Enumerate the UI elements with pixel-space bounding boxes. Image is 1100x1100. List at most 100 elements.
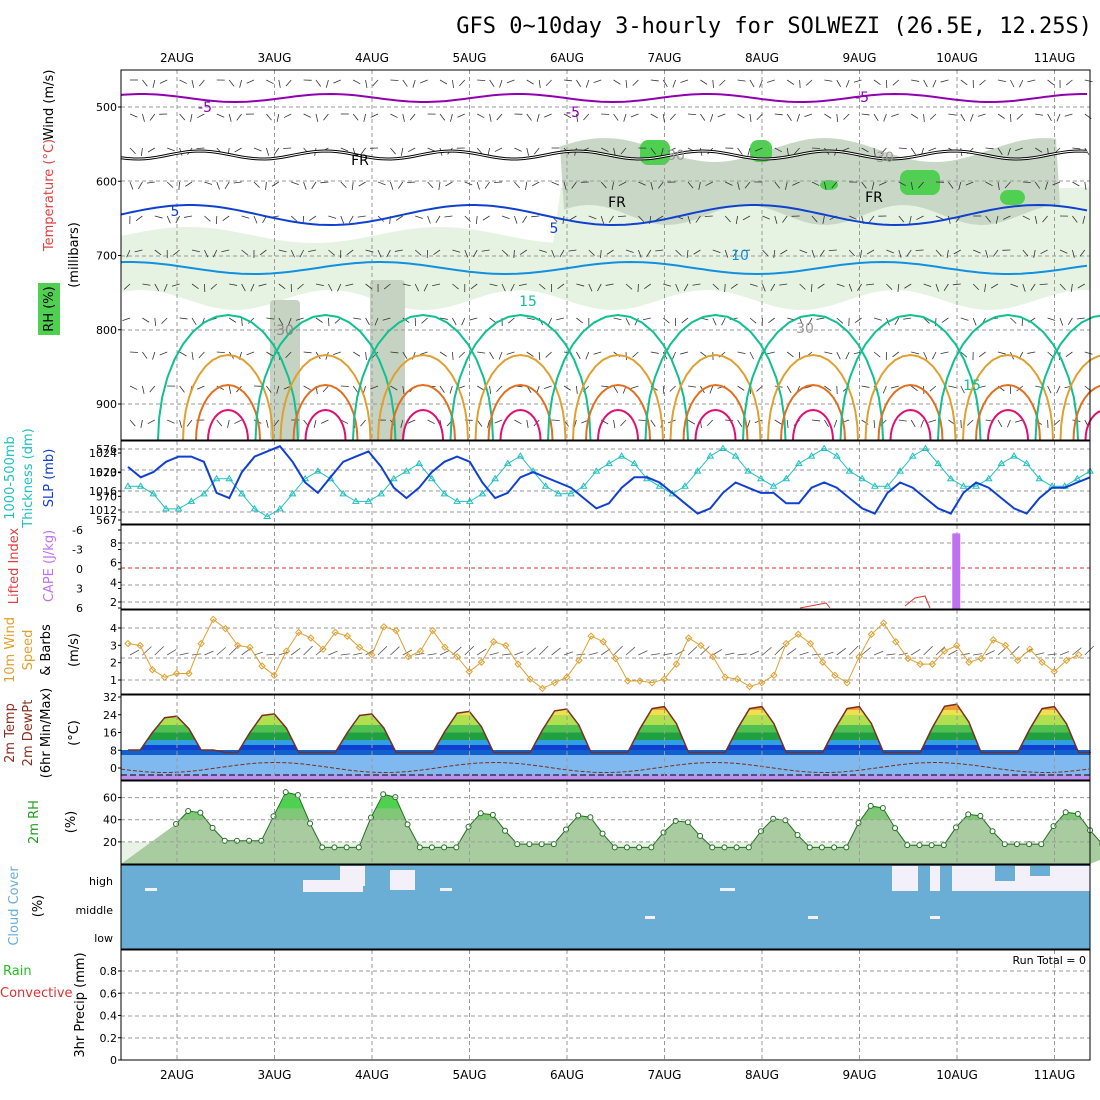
wind-barb	[134, 249, 143, 253]
wind-barb-10m	[538, 645, 549, 656]
wind-barb-10m	[762, 647, 772, 656]
wind-barb	[526, 351, 534, 357]
wind-barb	[687, 181, 694, 189]
wind-barb	[154, 317, 157, 326]
cloud-level-label: high	[89, 875, 113, 888]
wind-barb	[717, 113, 726, 118]
wind-barb	[178, 181, 180, 191]
wind-barb	[730, 283, 738, 289]
wind-barb-10m	[1059, 651, 1070, 656]
wind-barb	[1072, 215, 1078, 223]
wind-barb	[625, 79, 628, 88]
wind-barb-10m	[836, 647, 847, 656]
wind-barb	[762, 215, 770, 220]
wind-barb	[496, 113, 503, 121]
wind-barb	[308, 249, 317, 252]
wind-barb	[212, 249, 218, 258]
axis-tick-label: 1016	[89, 485, 117, 498]
wind-barb	[898, 147, 907, 150]
label-rh2m-unit: (%)	[64, 811, 79, 834]
wind-barb	[1067, 317, 1073, 326]
wind-barb	[886, 249, 894, 254]
wind-barb	[948, 385, 957, 388]
wind-barb	[489, 317, 497, 324]
thickness-point	[263, 512, 272, 519]
rh-point	[1062, 809, 1069, 816]
wind-barb	[655, 249, 664, 252]
thickness-point	[794, 459, 803, 467]
wind-speed-point	[1013, 656, 1022, 665]
thickness-point	[984, 474, 993, 482]
wind-barb	[972, 283, 980, 291]
wind-barb-10m	[1047, 653, 1057, 656]
cloud-gap	[930, 916, 940, 919]
wind-barb	[1056, 385, 1061, 394]
contour-label: 5	[171, 204, 180, 220]
wind-barb	[315, 79, 322, 87]
contour-diurnal-loop	[449, 313, 592, 441]
wind-speed-point	[343, 632, 352, 640]
contour-label: 30	[276, 323, 294, 339]
wind-speed-point	[270, 671, 278, 680]
wind-barb	[898, 181, 907, 187]
wind-barb	[1084, 181, 1087, 190]
rh-shading-high	[640, 140, 670, 165]
wind-barb	[997, 351, 1006, 355]
wind-barb	[638, 419, 647, 422]
wind-barb	[464, 215, 471, 222]
contour-label: 10	[731, 248, 749, 264]
rh-area	[121, 792, 1100, 864]
wind-barb	[464, 181, 473, 186]
slp-frame	[120, 440, 1091, 525]
rh-point	[916, 842, 923, 849]
wind-barb	[894, 317, 900, 326]
rh-point	[416, 844, 423, 851]
wind-barb	[630, 385, 639, 389]
rh-point	[246, 837, 253, 844]
wind-barb	[216, 419, 223, 427]
wind-barb	[501, 215, 510, 220]
wind-barb	[510, 283, 515, 292]
contour-freezing-inner	[120, 150, 1088, 160]
thickness-point	[313, 467, 322, 474]
wind-barb	[1019, 79, 1024, 88]
wind-barb	[646, 249, 652, 258]
wind-barb	[1084, 351, 1093, 355]
wind-barb	[563, 385, 571, 391]
rh-point	[514, 841, 521, 848]
wind-barb-10m	[365, 649, 375, 656]
thickness-point	[972, 482, 980, 489]
wind-barb	[1072, 249, 1075, 258]
wind-barb	[152, 79, 156, 88]
wind-barb	[129, 147, 136, 155]
wind-barb	[935, 283, 939, 292]
wind-barb-10m	[700, 646, 710, 656]
wind-barb	[190, 113, 193, 122]
wind-barb	[303, 113, 312, 118]
wind-barb	[650, 79, 659, 82]
rh-point	[392, 794, 399, 801]
wind-barb	[984, 283, 986, 292]
thickness-point	[820, 444, 829, 452]
wind-barb	[487, 419, 490, 428]
wind-barb	[861, 113, 870, 116]
thickness-point	[453, 497, 461, 504]
wind-barb	[754, 147, 763, 152]
wind-barb	[960, 113, 966, 122]
wind-barb	[866, 249, 875, 255]
wind-barb	[278, 283, 286, 290]
wind-barb	[557, 283, 565, 290]
rh-point	[623, 844, 630, 851]
wind-barb	[340, 181, 347, 189]
wind-barb	[786, 419, 789, 428]
wind-barb	[638, 215, 645, 223]
wind-barb	[179, 79, 187, 84]
day-label-top: 8AUG	[745, 51, 779, 65]
wind-barb	[351, 181, 354, 190]
wind-barb	[222, 215, 230, 221]
wind-barb	[499, 79, 503, 88]
wind-barb	[538, 79, 541, 88]
rh-point	[453, 844, 460, 851]
thickness-point	[364, 497, 373, 504]
axis-tick-label: -3	[72, 544, 83, 557]
